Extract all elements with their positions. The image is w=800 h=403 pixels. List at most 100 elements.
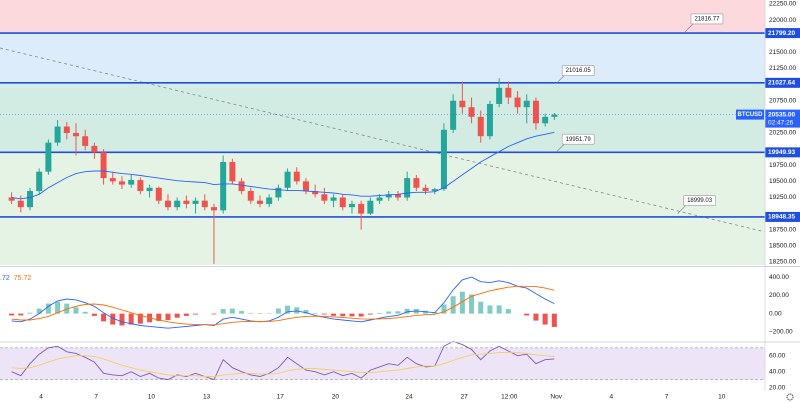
indicator-value: 75.72 [14,275,32,282]
candle-body [109,178,116,182]
histogram-bar [239,311,245,314]
candle-body [376,197,383,201]
candle-body [183,200,190,204]
callout-box [561,65,595,76]
level-tag-label: 19949.93 [768,149,795,156]
candle-body [385,194,392,198]
candle-body [26,191,33,208]
histogram-bar [367,313,373,315]
y-tick-label: 20.00 [769,384,786,391]
histogram-bar [533,313,539,321]
candle-body [192,200,199,204]
callout-connector [555,144,565,153]
candle-body [404,178,411,198]
candle-body [440,129,447,190]
candle-body [422,187,429,192]
y-tick-label: 60.00 [769,352,786,359]
zone [0,33,765,83]
callout-box [683,195,716,206]
candle-body [321,194,328,201]
level-tag [765,28,800,39]
candle-body [302,181,309,192]
y-tick-label: 400.00 [769,274,789,281]
level-tag-label: 21799.20 [768,30,795,37]
histogram-bar [524,313,530,316]
level-tag-label: 18948.35 [768,214,795,221]
price-tag [765,109,800,128]
candle-body [63,126,70,133]
histogram-bar [505,309,511,314]
level-tag [765,147,800,158]
callout-label: 18999.03 [687,198,713,204]
histogram-bar [27,312,33,314]
candle-body [468,107,475,117]
candle-body [431,189,438,192]
level-tag [765,211,800,222]
candle-body [450,100,457,130]
histogram-bar [165,313,171,321]
y-tick-label: 200.00 [769,292,789,299]
y-tick-label: 40.00 [769,368,786,375]
candle-body [146,187,153,192]
histogram-bar [110,313,116,325]
rsi-band [0,347,765,380]
settings-icon[interactable] [786,393,794,401]
x-tick-label: 24 [405,394,413,401]
y-tick-label: 21250.00 [769,65,796,72]
candle-body [229,162,236,182]
histogram-bar [82,311,88,314]
x-tick-label: Nov [550,394,562,401]
candle-body [118,181,125,185]
histogram-bar [321,313,327,315]
histogram-bar [137,313,143,324]
price-tag-label: 20535.00 [768,111,795,118]
y-tick-label: 22000.00 [769,17,796,24]
histogram-bar [404,308,410,314]
callout-label: 21016.05 [566,68,592,74]
x-tick-label: 13 [203,394,211,401]
histogram-bar [183,313,189,316]
histogram-bar [395,311,401,314]
candle-body [486,103,493,137]
candle-body [91,145,98,153]
histogram-bar [45,303,51,314]
x-tick-label: 17 [277,394,285,401]
callout-box [561,133,595,145]
histogram-bar [377,312,383,314]
y-tick-label: 18250.00 [769,259,796,266]
candle-body [54,126,61,143]
callout-connector [684,23,694,33]
macd-line [11,285,555,326]
callout-connector [555,75,565,84]
candle-body [8,197,15,201]
candle-body [266,197,273,204]
candle-body [358,203,365,214]
candle-body [367,200,374,214]
candle-body [275,187,282,198]
candle-body [256,200,263,204]
histogram-bar [91,313,97,316]
zone [0,152,765,217]
candle-body [220,162,227,211]
candle-body [459,100,466,108]
y-tick-label: 18750.00 [769,226,796,233]
histogram-bar [551,313,557,327]
callout-box [690,13,724,25]
x-tick-label: 7 [665,394,669,401]
histogram-bar [386,311,392,314]
candle-body [155,187,162,201]
candle-body [238,181,245,192]
macd-line [11,276,555,329]
histogram-bar [18,313,24,316]
y-tick-label: −200.00 [769,329,793,336]
x-tick-label: 12:00 [501,394,518,401]
candle-body [523,100,530,108]
histogram-bar [312,312,318,314]
histogram-bar [275,308,281,314]
histogram-bar [174,313,180,318]
histogram-bar [496,305,502,314]
histogram-bar [55,301,61,314]
y-tick-label: 19750.00 [769,162,796,169]
histogram-bar [450,296,456,314]
histogram-bar [156,313,162,321]
